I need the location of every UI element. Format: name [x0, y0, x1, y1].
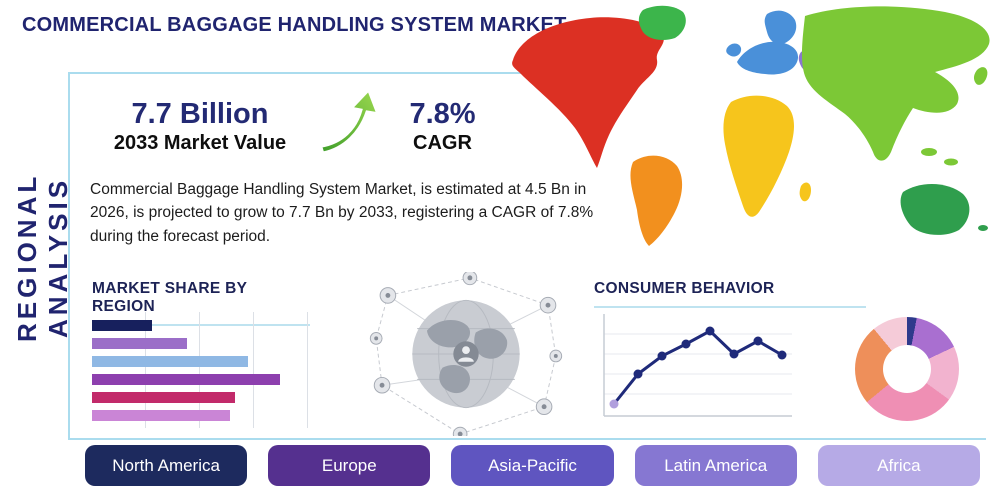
data-point-marker — [777, 350, 787, 360]
map-island-1 — [921, 148, 937, 156]
data-point-marker — [633, 369, 643, 379]
content-frame-left — [68, 72, 70, 440]
map-australia — [900, 183, 970, 235]
cagr-number: 7.8% — [409, 98, 476, 130]
map-scandinavia — [764, 10, 797, 45]
cagr-caption: CAGR — [413, 132, 472, 154]
region-pill-label: Asia-Pacific — [488, 455, 577, 475]
network-node-icons — [369, 272, 563, 436]
section-title-consumer-behavior: CONSUMER BEHAVIOR — [594, 280, 866, 308]
map-uk — [726, 43, 742, 57]
arrow-shape — [319, 88, 379, 154]
content-frame-top — [68, 72, 626, 74]
market-value-number: 7.7 Billion — [131, 98, 269, 130]
bar-segment — [92, 338, 187, 349]
region-pill-latin-america[interactable]: Latin America — [634, 445, 797, 486]
map-japan — [973, 67, 988, 85]
consumer-behavior-line-chart — [603, 314, 792, 417]
map-europe — [737, 41, 799, 75]
data-point-marker — [705, 326, 715, 336]
data-point-marker — [753, 336, 763, 346]
trend-line — [612, 329, 783, 405]
globe-landmass — [426, 320, 471, 348]
bar-group — [92, 312, 310, 421]
bar-segment — [92, 374, 280, 385]
region-pill-europe[interactable]: Europe — [268, 445, 431, 486]
global-network-graphic — [369, 272, 563, 436]
map-new-zealand — [978, 225, 988, 231]
map-island-2 — [944, 158, 958, 166]
side-label-regional-analysis: REGIONAL ANALYSIS — [12, 172, 73, 342]
market-share-donut-chart — [855, 317, 959, 421]
region-pill-north-america[interactable]: North America — [85, 445, 248, 486]
map-africa — [723, 95, 794, 217]
world-map — [512, 5, 990, 246]
map-south-america — [630, 155, 683, 246]
bar-segment — [92, 356, 248, 367]
data-point-marker — [657, 351, 667, 361]
map-asia — [801, 6, 990, 161]
region-pill-label: Europe — [321, 455, 377, 475]
cagr-stat: 7.8% CAGR — [390, 98, 495, 155]
region-pill-africa[interactable]: Africa — [817, 445, 981, 486]
data-point-marker — [681, 339, 691, 349]
bar-segment — [92, 392, 235, 403]
region-pill-asia-pacific[interactable]: Asia-Pacific — [451, 445, 614, 486]
region-pill-label: North America — [112, 455, 220, 475]
market-value-stat: 7.7 Billion 2033 Market Value — [80, 98, 320, 155]
region-legend: North America Europe Asia-Pacific Latin … — [85, 445, 981, 486]
map-greenland — [638, 5, 686, 41]
bar-segment — [92, 320, 152, 331]
region-pill-label: Latin America — [664, 455, 768, 475]
data-point-marker — [729, 349, 739, 359]
map-north-america — [512, 17, 664, 169]
market-description: Commercial Baggage Handling System Marke… — [90, 181, 594, 245]
market-share-bar-chart — [92, 312, 310, 428]
page-title: COMMERCIAL BAGGAGE HANDLING SYSTEM MARKE… — [22, 14, 567, 36]
growth-arrow-icon — [319, 88, 379, 154]
content-frame-bottom — [68, 438, 986, 440]
data-point-marker — [609, 399, 619, 409]
bar-segment — [92, 410, 230, 421]
region-pill-label: Africa — [877, 455, 921, 475]
market-value-caption: 2033 Market Value — [113, 132, 287, 154]
map-madagascar — [799, 182, 811, 202]
